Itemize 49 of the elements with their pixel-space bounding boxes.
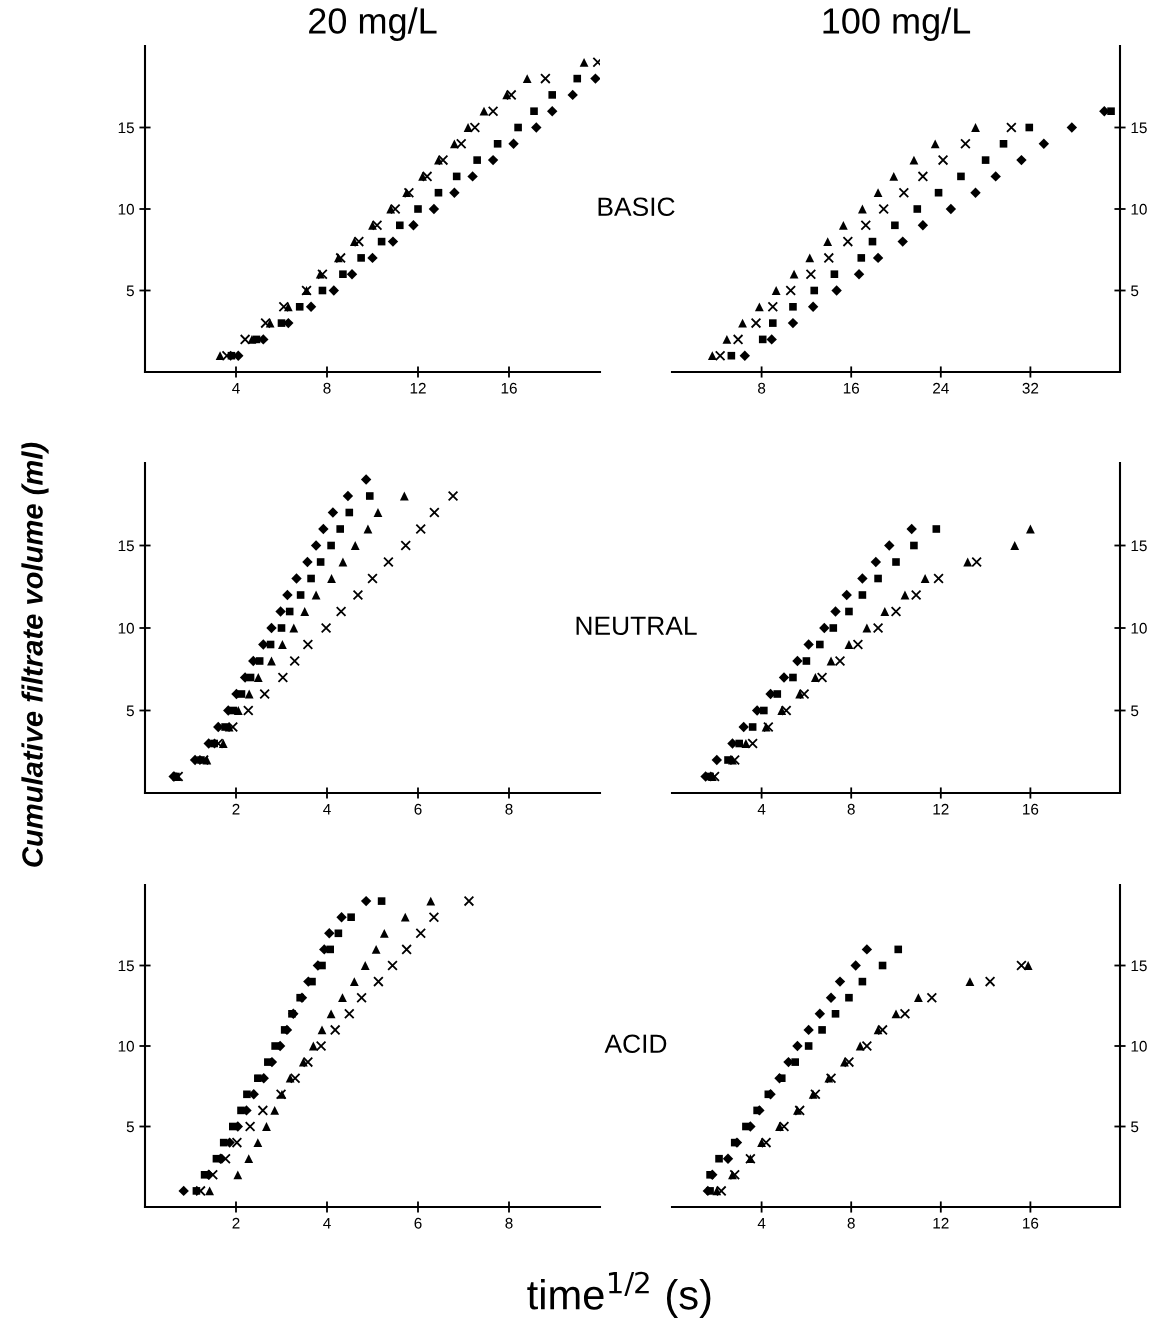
y-tick-label: 10 — [1131, 622, 1147, 634]
x-tick-label: 12 — [933, 803, 949, 815]
y-tick-label: 5 — [126, 1121, 134, 1133]
y-tick-label: 5 — [126, 705, 134, 717]
x-tick-label: 16 — [843, 382, 860, 394]
x-tick-label: 16 — [501, 382, 517, 394]
y-tick-label: 15 — [118, 122, 134, 134]
x-tick-label: 16 — [1023, 1217, 1039, 1229]
x-tick-label: 32 — [1022, 382, 1039, 394]
x-axis-title: time$^{1/2}$ (s) — [527, 1271, 711, 1318]
x-tick-label: 6 — [414, 1217, 422, 1229]
x-tick-label: 8 — [847, 1217, 855, 1229]
x-tick-label: 4 — [757, 1217, 766, 1229]
annotation: NEUTRAL — [576, 616, 697, 636]
x-tick-label: 2 — [232, 803, 240, 815]
y-tick-label: 5 — [1131, 1121, 1139, 1133]
x-tick-label: 12 — [933, 1217, 949, 1229]
y-axis-title: Cumulative filtrate volume (ml) — [21, 442, 49, 867]
x-tick-label: 24 — [933, 382, 949, 394]
y-tick-label: 10 — [1131, 203, 1147, 215]
text: ACID — [604, 1034, 667, 1054]
x-tick-label: 2 — [232, 1217, 240, 1229]
x-tick-label: 8 — [323, 382, 331, 394]
chart-title: 100 mg/L — [823, 7, 971, 41]
x-tick-label: 4 — [323, 803, 331, 815]
y-tick-label: 15 — [118, 960, 134, 972]
y-tick-label: 15 — [1131, 960, 1147, 972]
y-tick-label: 15 — [1131, 540, 1147, 552]
y-tick-label: 15 — [118, 540, 134, 552]
x-tick-label: 8 — [847, 803, 855, 815]
y-tick-label: 5 — [126, 285, 134, 297]
x-tick-label: 4 — [323, 1217, 331, 1229]
y-tick-label: 10 — [118, 622, 134, 634]
chart-title: 20 mg/L — [309, 7, 437, 41]
y-tick-label: 5 — [1131, 285, 1139, 297]
x-tick-label: 6 — [414, 803, 422, 815]
y-tick-label: 10 — [118, 1040, 134, 1052]
x-tick-label: 8 — [505, 803, 513, 815]
x-tick-label: 8 — [758, 382, 766, 394]
x-tick-label: 4 — [232, 382, 240, 394]
y-tick-label: 15 — [1131, 122, 1147, 134]
annotation: BASIC — [598, 197, 675, 217]
x-tick-label: 4 — [757, 803, 766, 815]
y-tick-label: 10 — [118, 203, 134, 215]
x-tick-label: 16 — [1023, 803, 1039, 815]
x-tick-label: 12 — [410, 382, 426, 394]
x-tick-label: 8 — [505, 1217, 513, 1229]
y-tick-label: 10 — [1131, 1040, 1147, 1052]
y-tick-label: 5 — [1131, 705, 1139, 717]
